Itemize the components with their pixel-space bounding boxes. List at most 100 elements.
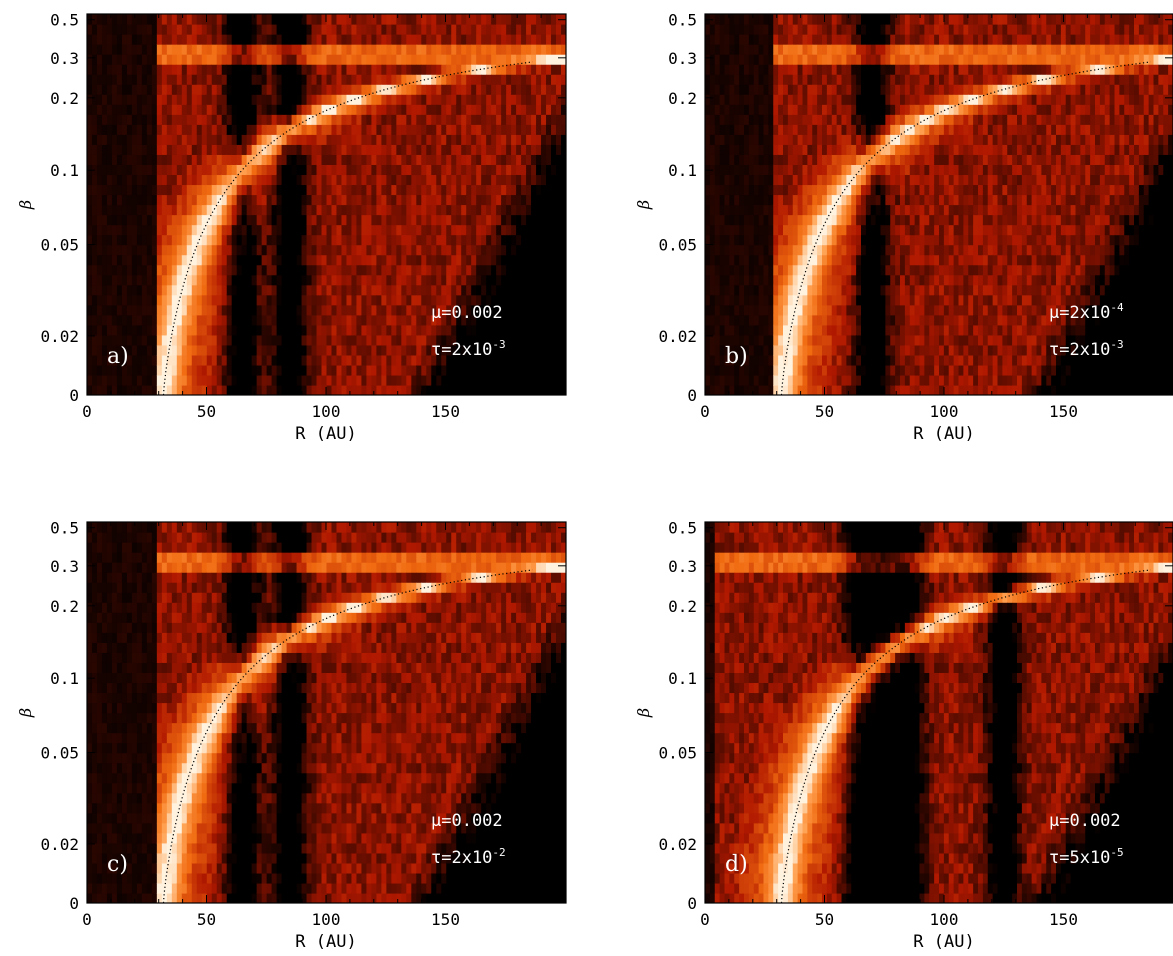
- heatmap-cell: [381, 14, 387, 25]
- heatmap-cell: [764, 335, 769, 346]
- heatmap-cell: [257, 335, 263, 346]
- heatmap-cell: [511, 84, 517, 95]
- heatmap-cell: [491, 64, 497, 75]
- heatmap-cell: [705, 64, 710, 75]
- heatmap-cell: [546, 64, 552, 75]
- heatmap-cell: [356, 64, 362, 75]
- heatmap-cell: [431, 225, 437, 236]
- heatmap-cell: [117, 235, 123, 246]
- heatmap-cell: [754, 44, 759, 55]
- heatmap-cell: [152, 245, 158, 256]
- heatmap-cell: [466, 74, 472, 85]
- heatmap-cell: [783, 345, 788, 356]
- heatmap-cell: [127, 315, 133, 326]
- heatmap-cell: [132, 275, 138, 286]
- heatmap-cell: [177, 94, 183, 105]
- heatmap-cell: [759, 44, 764, 55]
- heatmap-cell: [307, 84, 313, 95]
- heatmap-cell: [172, 134, 178, 145]
- heatmap-cell: [516, 345, 522, 356]
- heatmap-cell: [227, 94, 233, 105]
- heatmap-cell: [237, 305, 243, 316]
- heatmap-cell: [491, 14, 497, 25]
- heatmap-cell: [531, 84, 537, 95]
- heatmap-cell: [715, 54, 720, 65]
- heatmap-cell: [341, 144, 347, 155]
- heatmap-cell: [793, 375, 798, 386]
- heatmap-cell: [551, 154, 557, 165]
- heatmap-cell: [341, 275, 347, 286]
- heatmap-cell: [506, 375, 512, 386]
- heatmap-cell: [396, 184, 402, 195]
- heatmap-cell: [307, 24, 313, 35]
- heatmap-cell: [451, 94, 457, 105]
- heatmap-cell: [107, 64, 113, 75]
- heatmap-cell: [827, 305, 832, 316]
- heatmap-cell: [167, 74, 173, 85]
- heatmap-cell: [307, 144, 313, 155]
- heatmap-cell: [212, 44, 218, 55]
- heatmap-cell: [157, 205, 163, 216]
- heatmap-cell: [102, 34, 108, 45]
- heatmap-cell: [851, 134, 856, 145]
- heatmap-cell: [142, 184, 148, 195]
- heatmap-cell: [822, 285, 827, 296]
- heatmap-cell: [803, 174, 808, 185]
- heatmap-cell: [202, 124, 208, 135]
- heatmap-cell: [426, 164, 432, 175]
- heatmap-cell: [157, 124, 163, 135]
- heatmap-cell: [147, 144, 153, 155]
- heatmap-cell: [137, 104, 143, 115]
- heatmap-cell: [322, 174, 328, 185]
- heatmap-cell: [516, 215, 522, 226]
- heatmap-cell: [856, 215, 861, 226]
- heatmap-cell: [207, 305, 213, 316]
- heatmap-cell: [172, 345, 178, 356]
- heatmap-cell: [846, 345, 851, 356]
- heatmap-cell: [511, 365, 517, 376]
- heatmap-cell: [759, 84, 764, 95]
- heatmap-cell: [167, 24, 173, 35]
- heatmap-cell: [817, 355, 822, 366]
- heatmap-cell: [486, 114, 492, 125]
- heatmap-cell: [536, 355, 542, 366]
- heatmap-cell: [366, 255, 372, 266]
- heatmap-cell: [277, 124, 283, 135]
- heatmap-cell: [851, 205, 856, 216]
- heatmap-cell: [102, 275, 108, 286]
- heatmap-cell: [371, 44, 377, 55]
- heatmap-cell: [282, 335, 288, 346]
- heatmap-cell: [817, 305, 822, 316]
- heatmap-cell: [739, 205, 744, 216]
- heatmap-cell: [421, 355, 427, 366]
- heatmap-cell: [817, 215, 822, 226]
- heatmap-cell: [237, 205, 243, 216]
- heatmap-cell: [461, 124, 467, 135]
- heatmap-cell: [207, 74, 213, 85]
- heatmap-cell: [486, 375, 492, 386]
- heatmap-cell: [336, 255, 342, 266]
- heatmap-cell: [426, 44, 432, 55]
- heatmap-cell: [725, 54, 730, 65]
- heatmap-cell: [381, 184, 387, 195]
- heatmap-cell: [491, 325, 497, 336]
- heatmap-cell: [237, 275, 243, 286]
- heatmap-cell: [292, 245, 298, 256]
- heatmap-cell: [322, 124, 328, 135]
- heatmap-cell: [386, 325, 392, 336]
- heatmap-cell: [768, 365, 773, 376]
- heatmap-cell: [212, 114, 218, 125]
- heatmap-cell: [491, 124, 497, 135]
- heatmap-cell: [167, 84, 173, 95]
- heatmap-cell: [182, 245, 188, 256]
- heatmap-cell: [446, 225, 452, 236]
- heatmap-cell: [257, 325, 263, 336]
- heatmap-cell: [778, 265, 783, 276]
- heatmap-cell: [396, 14, 402, 25]
- heatmap-cell: [421, 194, 427, 205]
- heatmap-cell: [152, 235, 158, 246]
- heatmap-cell: [861, 74, 866, 85]
- heatmap-cell: [227, 194, 233, 205]
- heatmap-cell: [371, 245, 377, 256]
- heatmap-cell: [401, 385, 407, 396]
